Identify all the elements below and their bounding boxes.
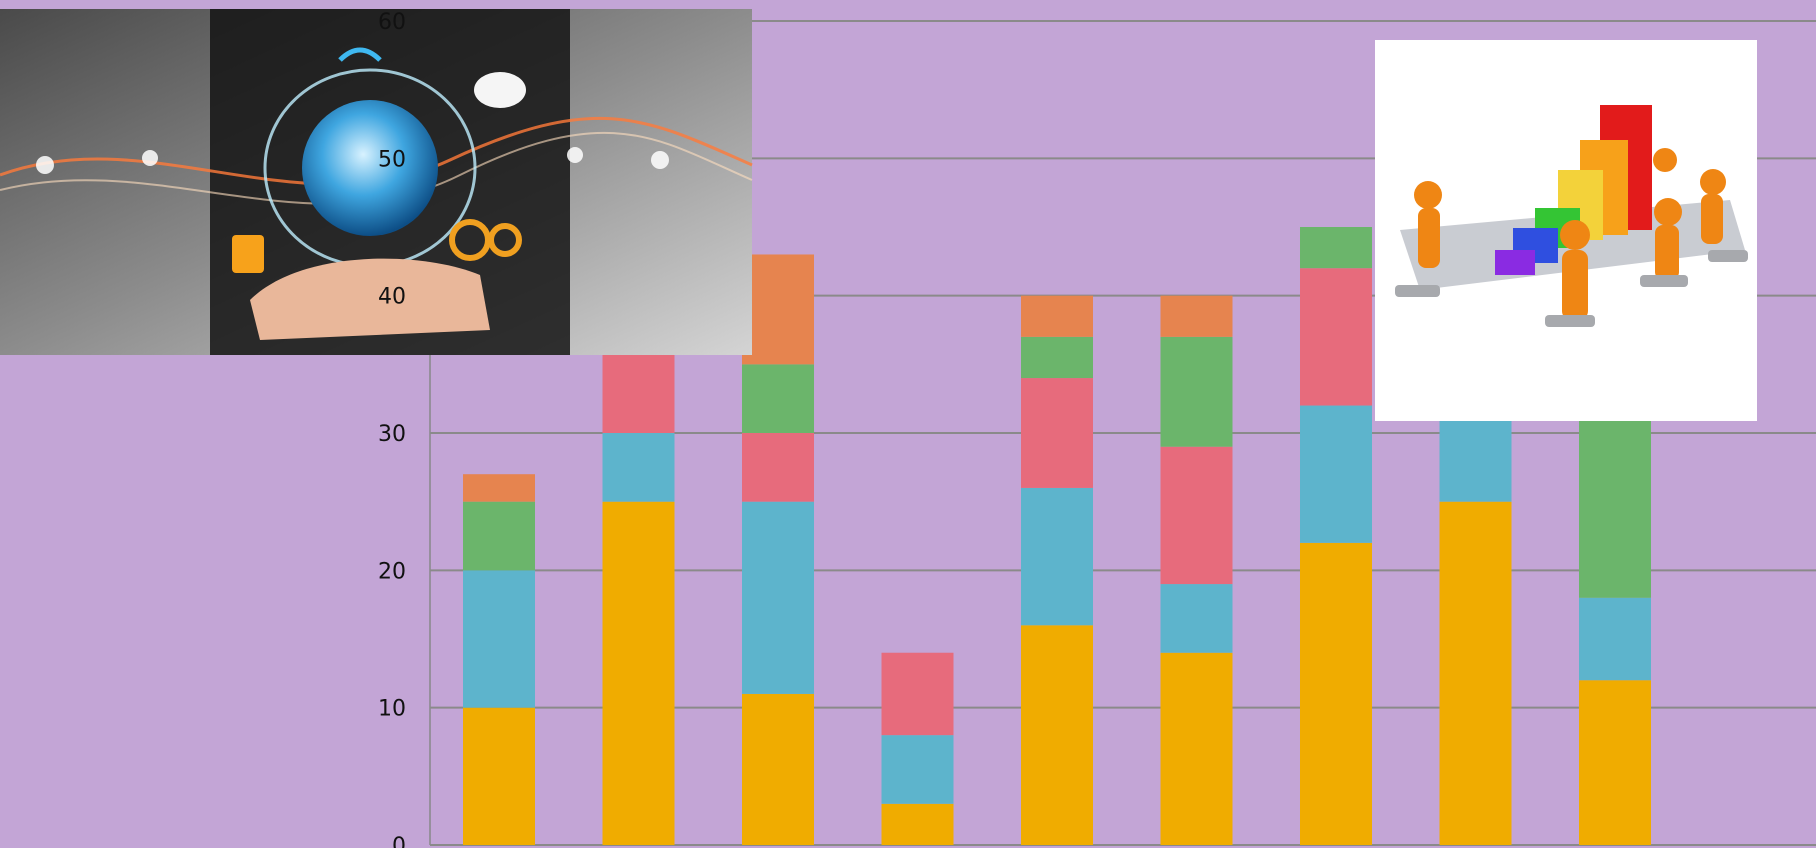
y-tick-label-50: 50 xyxy=(378,147,406,172)
bar-segment-c9-s2 xyxy=(1579,597,1651,681)
bar-segment-c2-s2 xyxy=(602,433,675,502)
bar-segment-c2-s1 xyxy=(602,501,675,845)
bar-segment-c1-s1 xyxy=(463,707,535,845)
bar-segment-c3-s4 xyxy=(742,364,814,433)
bar-segment-c1-s2 xyxy=(463,570,535,708)
y-tick-label-20: 20 xyxy=(378,559,406,584)
y-tick-label-0: 0 xyxy=(392,834,406,848)
bar-segment-c6-s2 xyxy=(1160,584,1233,653)
y-tick-label-60: 60 xyxy=(378,10,406,35)
labels-layer: 0 10 20 30 40 50 60 xyxy=(378,10,406,848)
bar-segment-c3-s2 xyxy=(742,501,814,694)
bar-segment-c6-s1 xyxy=(1160,652,1233,845)
bar-segment-c5-s5 xyxy=(1021,295,1093,337)
bar-segment-c4-s3 xyxy=(881,652,954,736)
bar-segment-c6-s5 xyxy=(1160,295,1233,337)
bar-segment-c8-s1 xyxy=(1439,501,1512,845)
y-tick-label-30: 30 xyxy=(378,422,406,447)
bar-segment-c5-s4 xyxy=(1021,336,1093,379)
bar-segment-c3-s3 xyxy=(742,433,814,502)
bar-segment-c7-s3 xyxy=(1300,268,1372,406)
bar-segment-c5-s2 xyxy=(1021,487,1093,626)
bar-segment-c9-s1 xyxy=(1579,680,1651,845)
bar-segment-c5-s3 xyxy=(1021,378,1093,488)
bars-layer xyxy=(463,75,1651,845)
bar-segment-c6-s4 xyxy=(1160,336,1233,447)
bar-segment-c1-s4 xyxy=(463,501,535,571)
bar-segment-c5-s1 xyxy=(1021,625,1093,845)
bar-segment-c7-s4 xyxy=(1300,227,1372,269)
bar-segment-c4-s1 xyxy=(881,803,954,845)
technology-hand-globe-icon xyxy=(0,9,753,355)
business-meeting-bar-chart-icon xyxy=(1375,40,1757,421)
bar-segment-c1-s5 xyxy=(463,474,535,502)
bar-segment-c3-s5 xyxy=(742,254,814,365)
bar-segment-c6-s3 xyxy=(1160,446,1233,585)
bar-segment-c9-s4 xyxy=(1579,419,1651,598)
bar-segment-c7-s2 xyxy=(1300,405,1372,543)
bar-segment-c4-s2 xyxy=(881,735,954,804)
bar-segment-c7-s1 xyxy=(1300,542,1372,845)
y-tick-label-40: 40 xyxy=(378,285,406,310)
bar-segment-c3-s1 xyxy=(742,693,814,845)
y-tick-label-10: 10 xyxy=(378,697,406,722)
